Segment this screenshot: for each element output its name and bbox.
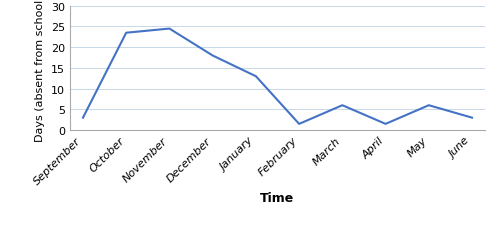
- Y-axis label: Days (absent from school): Days (absent from school): [36, 0, 46, 142]
- X-axis label: Time: Time: [260, 191, 294, 204]
